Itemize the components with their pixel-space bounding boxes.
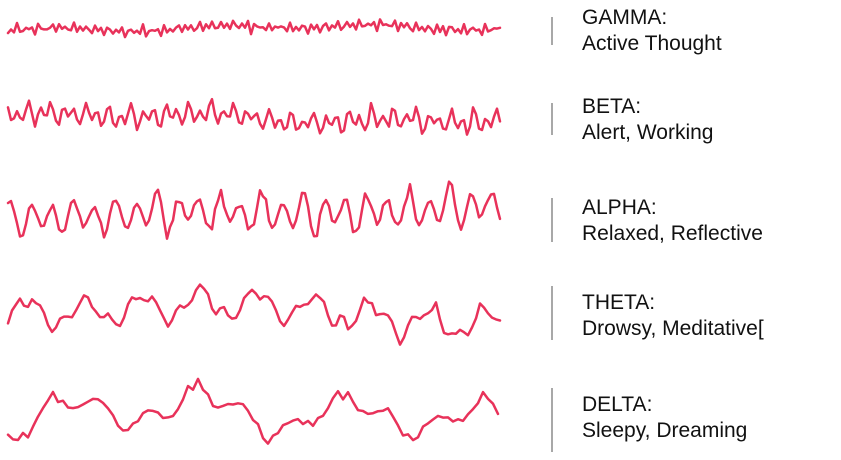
delta-label: DELTA: Sleepy, Dreaming — [582, 392, 747, 444]
theta-band-name: THETA: — [582, 291, 656, 314]
theta-wave — [6, 283, 502, 346]
alpha-band-description: Relaxed, Reflective — [582, 222, 763, 245]
gamma-label: GAMMA: Active Thought — [582, 5, 722, 57]
delta-band-name: DELTA: — [582, 393, 653, 416]
beta-band-description: Alert, Working — [582, 121, 714, 144]
gamma-band-name: GAMMA: — [582, 6, 668, 29]
alpha-label: ALPHA: Relaxed, Reflective — [582, 195, 763, 247]
gamma-wave — [6, 18, 502, 39]
delta-band-description: Sleepy, Dreaming — [582, 419, 748, 442]
beta-band-name: BETA: — [582, 95, 642, 118]
beta-wave — [6, 97, 502, 136]
delta-wave — [6, 377, 500, 445]
gamma-band-description: Active Thought — [582, 32, 722, 55]
theta-label: THETA: Drowsy, Meditative[ — [582, 290, 764, 342]
alpha-band-name: ALPHA: — [582, 196, 657, 219]
alpha-wave — [6, 180, 502, 240]
theta-band-description: Drowsy, Meditative[ — [582, 317, 764, 340]
beta-label: BETA: Alert, Working — [582, 94, 714, 146]
